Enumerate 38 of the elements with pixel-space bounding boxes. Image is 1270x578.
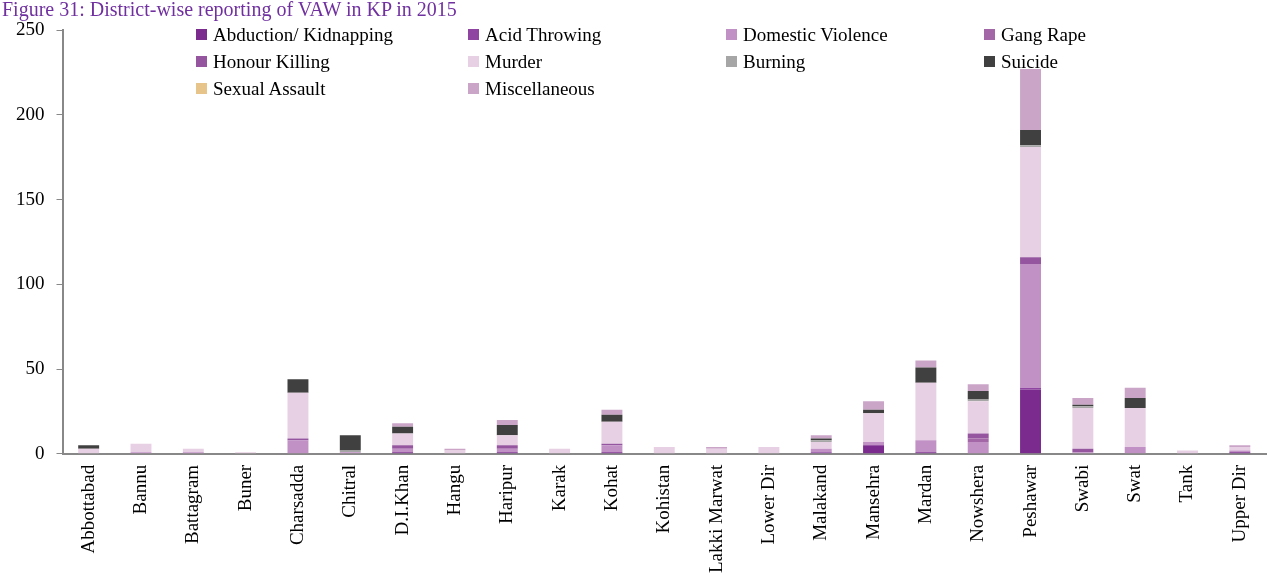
legend-label: Sexual Assault <box>213 78 326 99</box>
x-tick-label: Karak <box>547 464 569 512</box>
x-tick-label: Battagram <box>181 464 203 544</box>
legend-label: Acid Throwing <box>485 24 602 45</box>
y-tick-label: 150 <box>16 187 45 209</box>
x-tick-label: Kohat <box>599 464 621 512</box>
x-tick-label: Bannu <box>128 464 150 515</box>
x-tick-label: Lower Dir <box>756 464 778 545</box>
x-tick-label: Tank <box>1175 464 1197 503</box>
x-tick-label: Kohistan <box>652 464 674 534</box>
legend-label: Domestic Violence <box>743 24 888 45</box>
x-tick-label: Swat <box>1123 464 1145 503</box>
x-tick-label: Buner <box>233 464 255 512</box>
x-tick-label: Lakki Marwat <box>704 464 726 573</box>
x-tick-label: Swabi <box>1070 464 1092 513</box>
legend-label: Gang Rape <box>1001 24 1086 45</box>
legend-label: Abduction/ Kidnapping <box>213 24 393 45</box>
x-tick-label: Nowshera <box>966 464 988 542</box>
y-tick-label: 0 <box>35 441 45 463</box>
x-tick-label: Charsadda <box>285 464 307 546</box>
legend-label: Suicide <box>1001 51 1058 72</box>
x-tick-label: Haripur <box>495 464 517 524</box>
x-tick-label: D.I.Khan <box>390 464 412 536</box>
legend-label: Burning <box>743 51 806 72</box>
x-tick-label: Chitral <box>338 464 360 518</box>
x-tick-label: Upper Dir <box>1227 464 1249 543</box>
x-tick-label: Malakand <box>809 464 831 541</box>
x-tick-label: Abbottabad <box>76 464 98 554</box>
y-tick-label: 200 <box>16 102 45 124</box>
y-tick-label: 50 <box>25 357 45 379</box>
x-tick-label: Mardan <box>913 464 935 524</box>
legend-label: Murder <box>485 51 542 72</box>
legend-label: Miscellaneous <box>485 78 595 99</box>
x-tick-label: Mansehra <box>861 464 883 540</box>
x-tick-label: Hangu <box>442 464 464 516</box>
y-tick-label: 100 <box>16 272 45 294</box>
legend-label: Honour Killing <box>213 51 330 72</box>
x-tick-label: Peshawar <box>1018 464 1040 538</box>
